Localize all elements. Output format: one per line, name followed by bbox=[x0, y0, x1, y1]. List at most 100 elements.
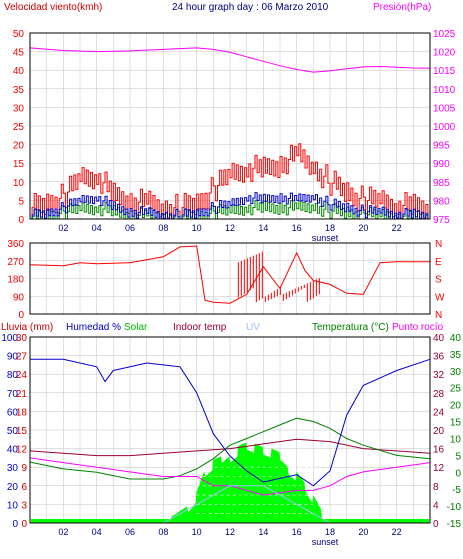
panel3-x-tick: 08 bbox=[158, 527, 168, 537]
wind-avg-line bbox=[30, 192, 429, 220]
humidity-line bbox=[30, 358, 431, 487]
panel1-x-tick: 10 bbox=[192, 223, 202, 233]
pressure-line bbox=[29, 47, 431, 73]
rain-y-tick: 18 bbox=[16, 407, 28, 418]
panel3-frame bbox=[29, 336, 431, 524]
wind-y-tick: 30 bbox=[13, 103, 25, 114]
panel1-sunset-label: sunset bbox=[312, 233, 339, 243]
pressure-y-tick: 1000 bbox=[433, 122, 456, 133]
temperature-y-tick: 25 bbox=[450, 384, 462, 395]
pressure-y-tick: 1020 bbox=[433, 48, 456, 59]
direction-y-tick: 360 bbox=[7, 239, 24, 250]
frames-layer bbox=[29, 32, 431, 524]
rain-y-tick: 15 bbox=[16, 426, 28, 437]
pressure-y-tick: 980 bbox=[433, 196, 450, 207]
temperature-y-tick: 10 bbox=[450, 434, 462, 445]
panel3-x-tick: 10 bbox=[192, 527, 202, 537]
dewpoint-y-tick: 4 bbox=[433, 500, 439, 511]
pressure-y-tick: 1025 bbox=[433, 29, 456, 40]
panel1-x-tick: 02 bbox=[58, 223, 68, 233]
panel1-x-tick: 20 bbox=[358, 223, 368, 233]
wind-y-tick: 25 bbox=[13, 122, 25, 133]
dewpoint-y-tick: 12 bbox=[433, 463, 445, 474]
uv-line bbox=[163, 485, 331, 524]
humidity-y-tick: 100 bbox=[1, 333, 18, 344]
wind-speed-header: Velocidad viento(kmh) bbox=[4, 2, 102, 13]
dewpoint-y-tick: 40 bbox=[433, 333, 445, 344]
panel3-x-tick: 06 bbox=[125, 527, 135, 537]
wind-y-tick: 5 bbox=[18, 196, 24, 207]
dewpoint-y-tick: 16 bbox=[433, 445, 445, 456]
panel1-x-tick: 04 bbox=[92, 223, 102, 233]
panel3-x-tick: 14 bbox=[258, 527, 268, 537]
direction-y-tick: 270 bbox=[7, 257, 24, 268]
panel3-x-tick: 16 bbox=[292, 527, 302, 537]
series-layer bbox=[29, 47, 431, 524]
rain-y-tick: 9 bbox=[21, 463, 27, 474]
temperature-y-tick: 0 bbox=[455, 468, 461, 479]
wind-y-tick: 0 bbox=[18, 215, 24, 226]
temperature-y-tick: -5 bbox=[452, 485, 461, 496]
tick-labels-layer: 0510152025303540455097598098599099510001… bbox=[1, 29, 461, 547]
pressure-y-tick: 1005 bbox=[433, 103, 456, 114]
humidity-y-tick: 70 bbox=[7, 389, 19, 400]
temperature-y-tick: -10 bbox=[447, 502, 462, 513]
panel3-x-tick: 04 bbox=[92, 527, 102, 537]
rain-y-tick: 24 bbox=[16, 370, 28, 381]
panel3-x-tick: 12 bbox=[225, 527, 235, 537]
temperature-y-tick: 40 bbox=[450, 333, 462, 344]
panel3-x-tick: 20 bbox=[358, 527, 368, 537]
humidity-y-tick: 90 bbox=[7, 352, 19, 363]
temperature-y-tick: 30 bbox=[450, 367, 462, 378]
panel3-x-tick: 18 bbox=[325, 527, 335, 537]
direction-compass-tick: N bbox=[435, 310, 442, 321]
panel3-x-tick: 02 bbox=[58, 527, 68, 537]
temperature-y-tick: -15 bbox=[447, 519, 462, 530]
temperature-y-tick: 35 bbox=[450, 350, 462, 361]
panel1-x-tick: 22 bbox=[392, 223, 402, 233]
indoor-temp-line bbox=[29, 438, 431, 457]
rain-y-tick: 30 bbox=[16, 333, 28, 344]
panel1-frame bbox=[29, 32, 431, 220]
humidity-y-tick: 20 bbox=[7, 482, 19, 493]
humidity-y-tick: 60 bbox=[7, 407, 19, 418]
wind-y-tick: 45 bbox=[13, 48, 25, 59]
temperature-y-tick: 5 bbox=[455, 451, 461, 462]
temperature-legend: Temperatura (°C) bbox=[312, 322, 389, 333]
dewpoint-y-tick: 20 bbox=[433, 426, 445, 437]
wind-y-tick: 15 bbox=[13, 159, 25, 170]
chart-title: 24 hour graph day : 06 Marzo 2010 bbox=[172, 2, 329, 13]
wind-y-tick: 50 bbox=[13, 29, 25, 40]
temperature-y-tick: 20 bbox=[450, 401, 462, 412]
humidity-y-tick: 50 bbox=[7, 426, 19, 437]
direction-compass-tick: S bbox=[435, 275, 442, 286]
rain-y-tick: 27 bbox=[16, 352, 28, 363]
direction-y-tick: 0 bbox=[18, 310, 24, 321]
panel1-x-tick: 08 bbox=[158, 223, 168, 233]
pressure-header: Presión(hPa) bbox=[373, 2, 431, 13]
direction-line bbox=[29, 245, 430, 304]
pressure-y-tick: 1015 bbox=[433, 66, 456, 77]
panel3-sunset-label: sunset bbox=[312, 537, 339, 547]
temperature-y-tick: 15 bbox=[450, 418, 462, 429]
rain-y-tick: 21 bbox=[16, 389, 28, 400]
humidity-y-tick: 80 bbox=[7, 370, 19, 381]
humidity-y-tick: 0 bbox=[12, 519, 18, 530]
dewpoint-y-tick: 24 bbox=[433, 407, 445, 418]
temperature-line bbox=[29, 417, 431, 480]
dewpoint-y-tick: 36 bbox=[433, 352, 445, 363]
humidity-y-tick: 30 bbox=[7, 463, 19, 474]
wind-y-tick: 40 bbox=[13, 66, 25, 77]
pressure-y-tick: 1010 bbox=[433, 85, 456, 96]
wind-green-line bbox=[30, 199, 429, 220]
panel2-frame bbox=[29, 242, 431, 315]
panel1-x-tick: 06 bbox=[125, 223, 135, 233]
dewpoint-y-tick: 8 bbox=[433, 482, 439, 493]
solar-baseline-band bbox=[31, 519, 429, 523]
rain-y-tick: 6 bbox=[21, 482, 27, 493]
panel1-x-tick: 16 bbox=[292, 223, 302, 233]
indoor-temp-legend: Indoor temp bbox=[173, 322, 227, 333]
solar-area bbox=[155, 442, 330, 524]
uv-legend: UV bbox=[246, 322, 260, 333]
